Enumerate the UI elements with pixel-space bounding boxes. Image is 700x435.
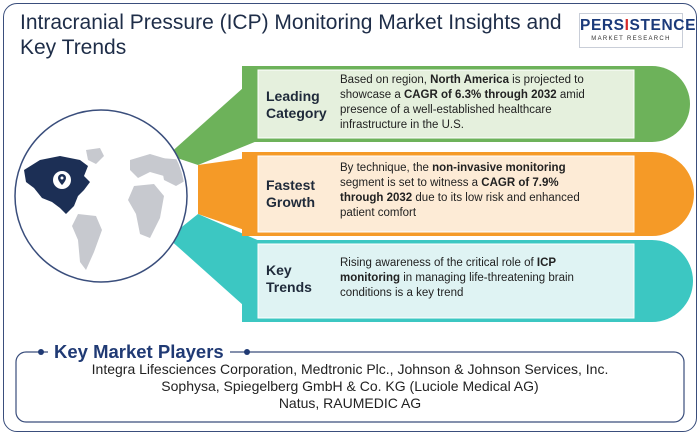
trends-card-panel	[257, 243, 635, 319]
page-title: Intracranial Pressure (ICP) Monitoring M…	[20, 11, 562, 59]
key-trends-label: Key Trends	[266, 262, 312, 295]
logo-wordmark: PERSISTENCE	[580, 17, 697, 34]
leading-card-panel	[257, 69, 635, 139]
world-map-icon	[24, 148, 185, 270]
leading-category-description: Based on region, North America is projec…	[340, 74, 585, 131]
players-dot-right	[244, 349, 250, 355]
fastest-growth-description: By technique, the non-invasive monitorin…	[340, 162, 580, 219]
players-line: Natus, RAUMEDIC AG	[278, 395, 422, 411]
infographic-frame	[3, 3, 697, 432]
key-trends-description: Rising awareness of the critical role of…	[340, 257, 574, 299]
trends-funnel	[168, 214, 262, 322]
players-dot-left	[38, 349, 44, 355]
players-line: Sophysa, Spiegelberg GmbH & Co. KG (Luci…	[161, 378, 539, 394]
players-box	[15, 351, 685, 423]
brand-logo: PERSISTENCE MARKET RESEARCH	[579, 13, 697, 48]
logo-tagline: MARKET RESEARCH	[591, 36, 671, 42]
leading-category-label: Leading Category	[266, 88, 327, 121]
players-line: Integra Lifesciences Corporation, Medtro…	[91, 361, 609, 377]
fastest-growth-label: Fastest Growth	[266, 177, 316, 210]
key-players-list: Integra Lifesciences Corporation, Medtro…	[20, 361, 680, 412]
leading-funnel	[168, 71, 262, 165]
globe-circle	[14, 109, 188, 283]
key-players-title: Key Market Players	[48, 342, 230, 362]
fastest-card-panel	[257, 155, 635, 233]
location-pin-icon	[53, 171, 71, 189]
